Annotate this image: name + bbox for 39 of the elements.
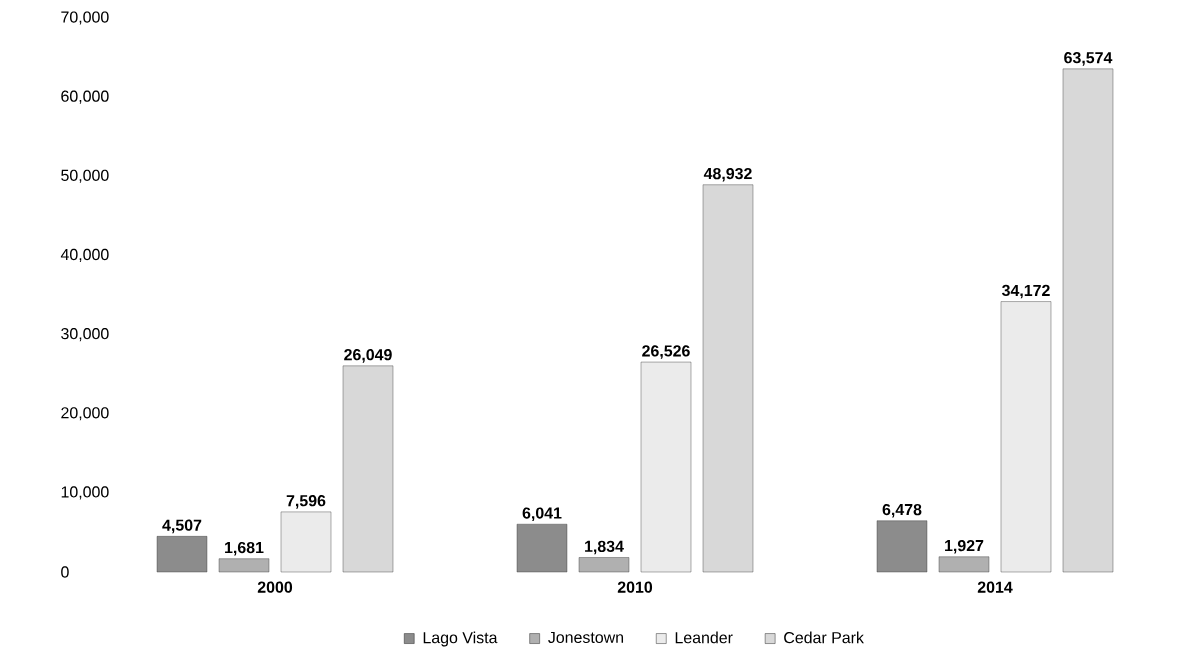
data-label: 1,834 (585, 540, 624, 555)
data-label: 6,478 (882, 503, 922, 518)
y-tick-label: 20,000 (61, 407, 109, 421)
data-label: 6,041 (522, 507, 562, 521)
y-tick-label: 70,000 (61, 11, 109, 25)
bar (1062, 68, 1114, 573)
y-tick-label: 50,000 (61, 169, 109, 183)
data-label: 1,927 (945, 539, 984, 554)
bar (640, 361, 692, 573)
data-label: 48,932 (703, 167, 752, 182)
x-tick-label: 2010 (617, 581, 653, 593)
data-label: 7,596 (286, 495, 326, 509)
bar (578, 557, 630, 573)
bar (342, 365, 394, 573)
legend-label: Jonestown (548, 631, 624, 643)
bar (938, 556, 990, 573)
bar (280, 511, 332, 573)
bar (218, 558, 270, 573)
data-label: 26,049 (344, 349, 392, 363)
data-label: 4,507 (162, 519, 202, 534)
y-tick-label: 0 (61, 566, 69, 578)
bar (156, 536, 208, 573)
legend-label: Lago Vista (423, 631, 498, 647)
data-label: 63,574 (1064, 52, 1113, 66)
y-tick-label: 40,000 (60, 248, 109, 262)
bar (1000, 301, 1052, 573)
y-tick-label: 10,000 (61, 486, 109, 500)
bar (702, 184, 754, 573)
legend-label: Cedar Park (784, 631, 864, 644)
data-label: 1,681 (225, 541, 264, 556)
bar (876, 520, 928, 573)
data-label: 34,172 (1001, 284, 1050, 299)
bar (516, 523, 568, 573)
legend-label: Leander (675, 631, 733, 644)
y-tick-label: 30,000 (61, 327, 109, 342)
y-tick-label: 60,000 (61, 90, 109, 104)
x-tick-label: 2000 (257, 581, 293, 593)
data-label: 26,526 (642, 345, 690, 359)
x-tick-label: 2014 (977, 581, 1013, 593)
